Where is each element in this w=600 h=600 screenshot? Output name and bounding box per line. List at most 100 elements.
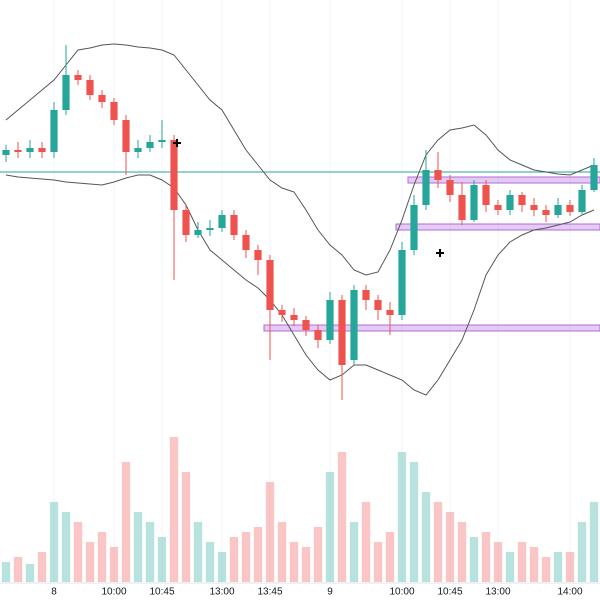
- candle-body: [122, 120, 130, 152]
- x-tick-label: 9: [327, 587, 333, 598]
- candle-body: [290, 315, 298, 320]
- volume-bar: [205, 542, 215, 582]
- candle-body: [386, 310, 394, 315]
- volume-bar: [133, 512, 143, 582]
- candle-body: [146, 142, 154, 148]
- candle-body: [338, 300, 346, 365]
- candle-body: [590, 165, 598, 190]
- volume-bar: [13, 557, 23, 582]
- candle-body: [506, 195, 514, 210]
- volume-bar: [25, 564, 35, 582]
- candle-body: [410, 205, 418, 250]
- volume-bar: [1, 562, 11, 582]
- volume-bar: [565, 552, 575, 582]
- volume-bar: [313, 527, 323, 582]
- grid: [53, 0, 571, 582]
- volume-bar: [337, 452, 347, 582]
- volume-bar: [253, 527, 263, 582]
- candle-body: [302, 320, 310, 330]
- volume-bar: [577, 522, 587, 582]
- candle-body: [62, 75, 70, 110]
- candle-body: [398, 250, 406, 315]
- candle-body: [530, 205, 538, 210]
- volume-bar: [421, 492, 431, 582]
- candle-body: [326, 300, 334, 340]
- candle-body: [74, 75, 82, 80]
- volume-bar: [445, 512, 455, 582]
- candle-body: [170, 140, 178, 210]
- candle-body: [98, 95, 106, 102]
- volume-bar: [373, 542, 383, 582]
- candle-body: [206, 228, 214, 230]
- x-tick-label: 10:45: [149, 587, 174, 598]
- volume-bar: [109, 547, 119, 582]
- volume-bar: [217, 552, 227, 582]
- candle-body: [110, 102, 118, 120]
- volume-bar: [541, 557, 551, 582]
- level-zone: [407, 176, 600, 184]
- candle-body: [362, 290, 370, 300]
- volume-bar: [97, 532, 107, 582]
- volume-bar: [241, 532, 251, 582]
- candle-body: [482, 185, 490, 205]
- candle-body: [446, 180, 454, 195]
- marker-cross: [173, 139, 181, 147]
- candle-body: [14, 150, 22, 152]
- volume-bar: [277, 522, 287, 582]
- volume-bar: [157, 537, 167, 582]
- candle-body: [374, 300, 382, 310]
- x-tick-label: 14:00: [557, 587, 582, 598]
- candle-body: [350, 290, 358, 360]
- x-tick-label: 10:00: [101, 587, 126, 598]
- candle-body: [230, 215, 238, 235]
- volume-bar: [493, 542, 503, 582]
- bollinger-band: [5, 174, 595, 396]
- x-tick-label: 13:45: [257, 587, 282, 598]
- x-tick-label: 10:00: [389, 587, 414, 598]
- candle-body: [266, 260, 274, 310]
- candle-body: [578, 190, 586, 212]
- candle-body: [458, 195, 466, 220]
- volume-bar: [229, 537, 239, 582]
- candle-body: [518, 195, 526, 205]
- x-axis: 8 10:00 10:45 13:00 13:45 9 10:00 10:45 13:00 14:…: [51, 587, 583, 598]
- volume-bar: [349, 522, 359, 582]
- level-zone: [263, 324, 600, 332]
- volume-bar: [325, 472, 335, 582]
- candle-body: [26, 148, 34, 152]
- candle-body: [134, 148, 142, 152]
- candle-body: [2, 150, 10, 155]
- x-tick-label: 13:00: [485, 587, 510, 598]
- candle-body: [242, 235, 250, 250]
- volume-bar: [433, 502, 443, 582]
- volume-bar: [121, 462, 131, 582]
- candle-body: [542, 210, 550, 215]
- level-zone: [395, 223, 600, 231]
- volume-bar: [553, 552, 563, 582]
- volume-bar: [265, 482, 275, 582]
- volume-bar: [289, 542, 299, 582]
- candle-body: [566, 205, 574, 212]
- candle-body: [158, 140, 166, 142]
- volume-bar: [409, 462, 419, 582]
- volume-bar: [589, 502, 599, 582]
- candle-body: [254, 250, 262, 260]
- volume-bar: [145, 522, 155, 582]
- candle-body: [422, 170, 430, 205]
- candle-body: [470, 185, 478, 220]
- marker-cross: [436, 249, 444, 257]
- volume-bar: [397, 452, 407, 582]
- candle-body: [554, 205, 562, 215]
- x-tick-label: 13:00: [209, 587, 234, 598]
- volume-bar: [301, 547, 311, 582]
- candle-body: [194, 230, 202, 235]
- volume-bar: [481, 532, 491, 582]
- x-tick-label: 10:45: [437, 587, 462, 598]
- volume-bar: [37, 552, 47, 582]
- volume-bar: [73, 522, 83, 582]
- volume-bar: [469, 537, 479, 582]
- volume-bar: [193, 522, 203, 582]
- x-tick-label: 8: [51, 587, 57, 598]
